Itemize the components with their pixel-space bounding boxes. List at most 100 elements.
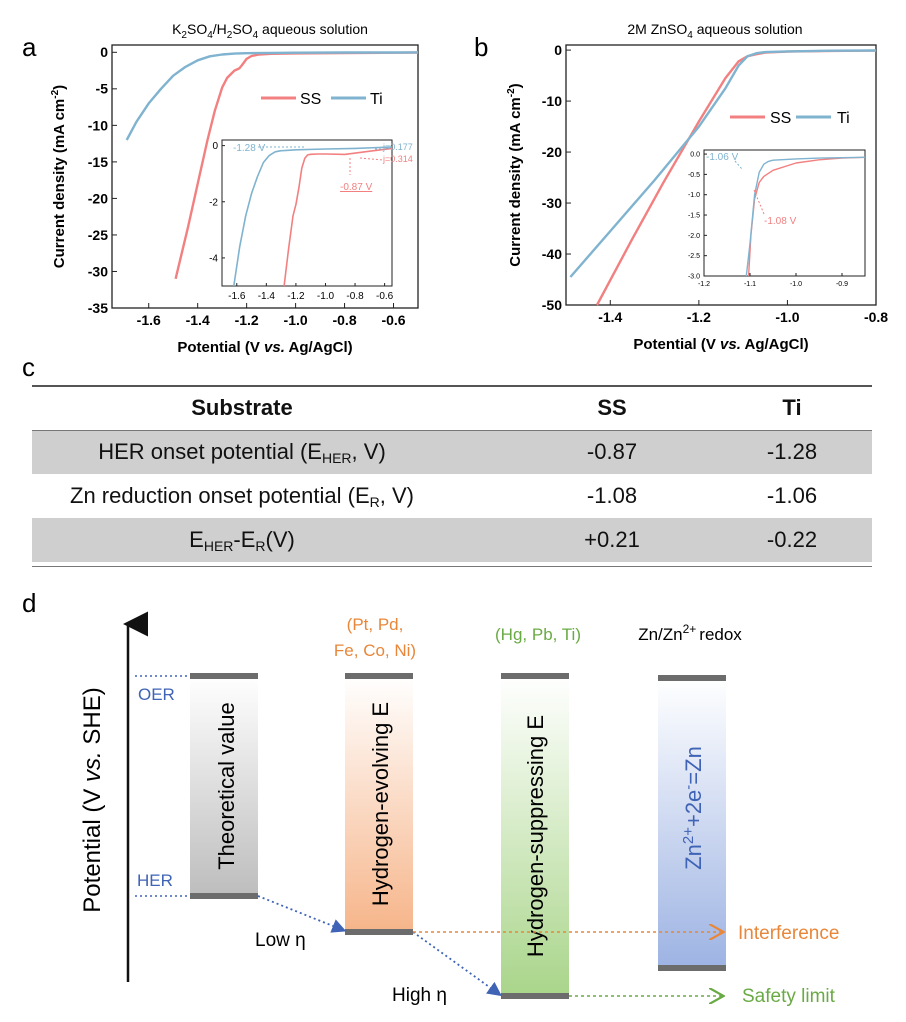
cell-ss: +0.21 [584,527,640,552]
inset-a-ss-j: j=0.314 [382,154,413,164]
y-tick-label: -4 [209,253,218,264]
y-tick-label: 0 [212,141,218,152]
low-eta-label: Low η [255,930,306,951]
header-ti: Ti [782,395,802,420]
title-part: 2 [181,30,187,41]
y-tick-label: -10 [542,93,562,109]
y-tick-label: -35 [88,300,108,316]
x-axis-label-part: vs. [264,339,285,356]
x-tick-label: -1.6 [137,312,161,328]
cell-ti: -1.28 [766,439,818,464]
x-tick-label: -1.2 [687,309,711,325]
safety-label: Safety limit [742,986,836,1007]
legend-ss-label: SS [300,91,321,108]
y-axis-label: Current density (mA cm-2) [50,85,68,268]
y-tick-label: -3.0 [688,273,700,280]
x-tick-label: -1.2 [698,281,710,288]
header-ss: SS [597,395,627,420]
y-axis-label-part: cm [51,99,68,121]
y-tick-label: -20 [542,144,562,160]
row-label: EHER-ER(V) [189,527,295,554]
theoretical-bar [190,676,258,896]
zn-header: Zn/Zn2+ redox [638,622,742,644]
cell-ti: -0.22 [766,527,818,552]
panel-d-letter: d [22,588,36,618]
x-axis-label-part: vs. [720,336,741,353]
cell-ss: -1.08 [586,483,638,508]
x-tick-label: -1.2 [287,291,305,302]
y-tick-label: -1.5 [688,212,700,219]
title-part: SO [187,21,207,37]
panel-d: d Potential (V vs. SHE) OER HER Theoreti… [22,588,839,1007]
legend-ss-label: SS [770,110,791,127]
table-rule-top [32,385,872,387]
x-tick-label: -1.0 [790,281,802,288]
table-row: HER onset potential (EHER, V) -0.87 -1.2… [32,430,872,474]
y-tick-label: 0.0 [690,152,700,159]
title-part: SO [232,21,252,37]
y-tick-label: 0 [100,44,108,60]
series-line-ti [569,49,877,278]
x-tick-label: -0.8 [346,291,364,302]
theoretical-label: Theoretical value [214,702,239,870]
cell-ss: -0.87 [586,439,638,464]
x-tick-label: -1.0 [317,291,335,302]
inset-a-ti-onset: -1.28 V [233,143,266,154]
oer-label: OER [138,685,175,704]
table-header-row: Substrate SS Ti [32,386,872,430]
x-axis-label: Potential (V vs. Ag/AgCl) [177,339,352,356]
y-tick-label: -10 [88,117,108,133]
zn-label: Zn2++2e-=Zn [680,746,706,870]
theoretical-bottom [190,893,258,899]
table-row: Zn reduction onset potential (ER, V) -1.… [32,474,872,518]
panel-b-legend: SS Ti [730,110,850,127]
x-axis-label-part: Ag/AgCl) [285,339,353,356]
table-rule-mid [32,430,872,431]
series-line-ti [745,156,866,277]
series-line-ss [283,147,393,287]
y-axis-label-part: Current density (mA [51,120,68,268]
y-tick-label: -25 [88,227,108,243]
y-tick-label: -15 [88,154,108,170]
row-label: HER onset potential (EHER, V) [98,439,386,466]
panel-a-inset-annotations: -1.28 V -0.87 V j=0.177 j=0.314 [233,142,413,193]
suppressing-header: (Hg, Pb, Ti) [495,625,581,644]
panel-a-plot: -1.6 -1.4 -1.2 -1.0 -0.8 -0.60-5-10-15-20-25-… [50,44,419,356]
x-axis-label-part: Ag/AgCl) [741,336,809,353]
panel-a-legend: SS Ti [261,91,383,108]
y-tick-label: -20 [88,190,108,206]
y-axis-label-part: ) [51,85,68,90]
y-tick-label: 0 [554,42,562,58]
y-tick-label: -2 [209,197,218,208]
low-eta-arrow [257,895,347,933]
cell-ti: -1.06 [766,483,818,508]
panel-a-title: K2SO4/H2SO4 aqueous solution [172,21,368,41]
title-part: 2M ZnSO [627,21,687,37]
y-axis-label-part: -2 [506,88,517,97]
x-tick-label: -1.1 [744,281,756,288]
inset-b-ss-onset: -1.08 V [764,216,797,227]
table-row: EHER-ER(V) +0.21 -0.22 [32,518,872,562]
plot-frame [111,44,419,309]
row-label: Zn reduction onset potential (ER, V) [70,483,414,510]
high-eta-label: High η [392,985,447,1006]
zn-bar [658,678,726,968]
y-tick-label: -1.0 [688,192,700,199]
plot-frame [703,149,866,277]
y-tick-label: -2.0 [688,233,700,240]
y-tick-label: -50 [542,297,562,313]
x-tick-label: -1.2 [235,312,259,328]
suppressing-label: Hydrogen-suppressing E [523,715,548,957]
inset-a-ti-j: j=0.177 [382,142,413,152]
y-axis-label-part: ) [507,83,524,88]
series-line-ti [125,51,419,141]
x-axis-label-part: Potential (V [177,339,264,356]
title-part: aqueous solution [258,21,368,37]
title-part: K [172,21,182,37]
plot-frame [221,139,393,287]
panel-b-title: 2M ZnSO4 aqueous solution [627,21,802,41]
x-tick-label: -1.6 [228,291,246,302]
x-tick-label: -0.9 [836,281,848,288]
evolving-label: Hydrogen-evolving E [368,702,393,906]
panel-d-ylabel: Potential (V vs. SHE) [79,687,106,912]
